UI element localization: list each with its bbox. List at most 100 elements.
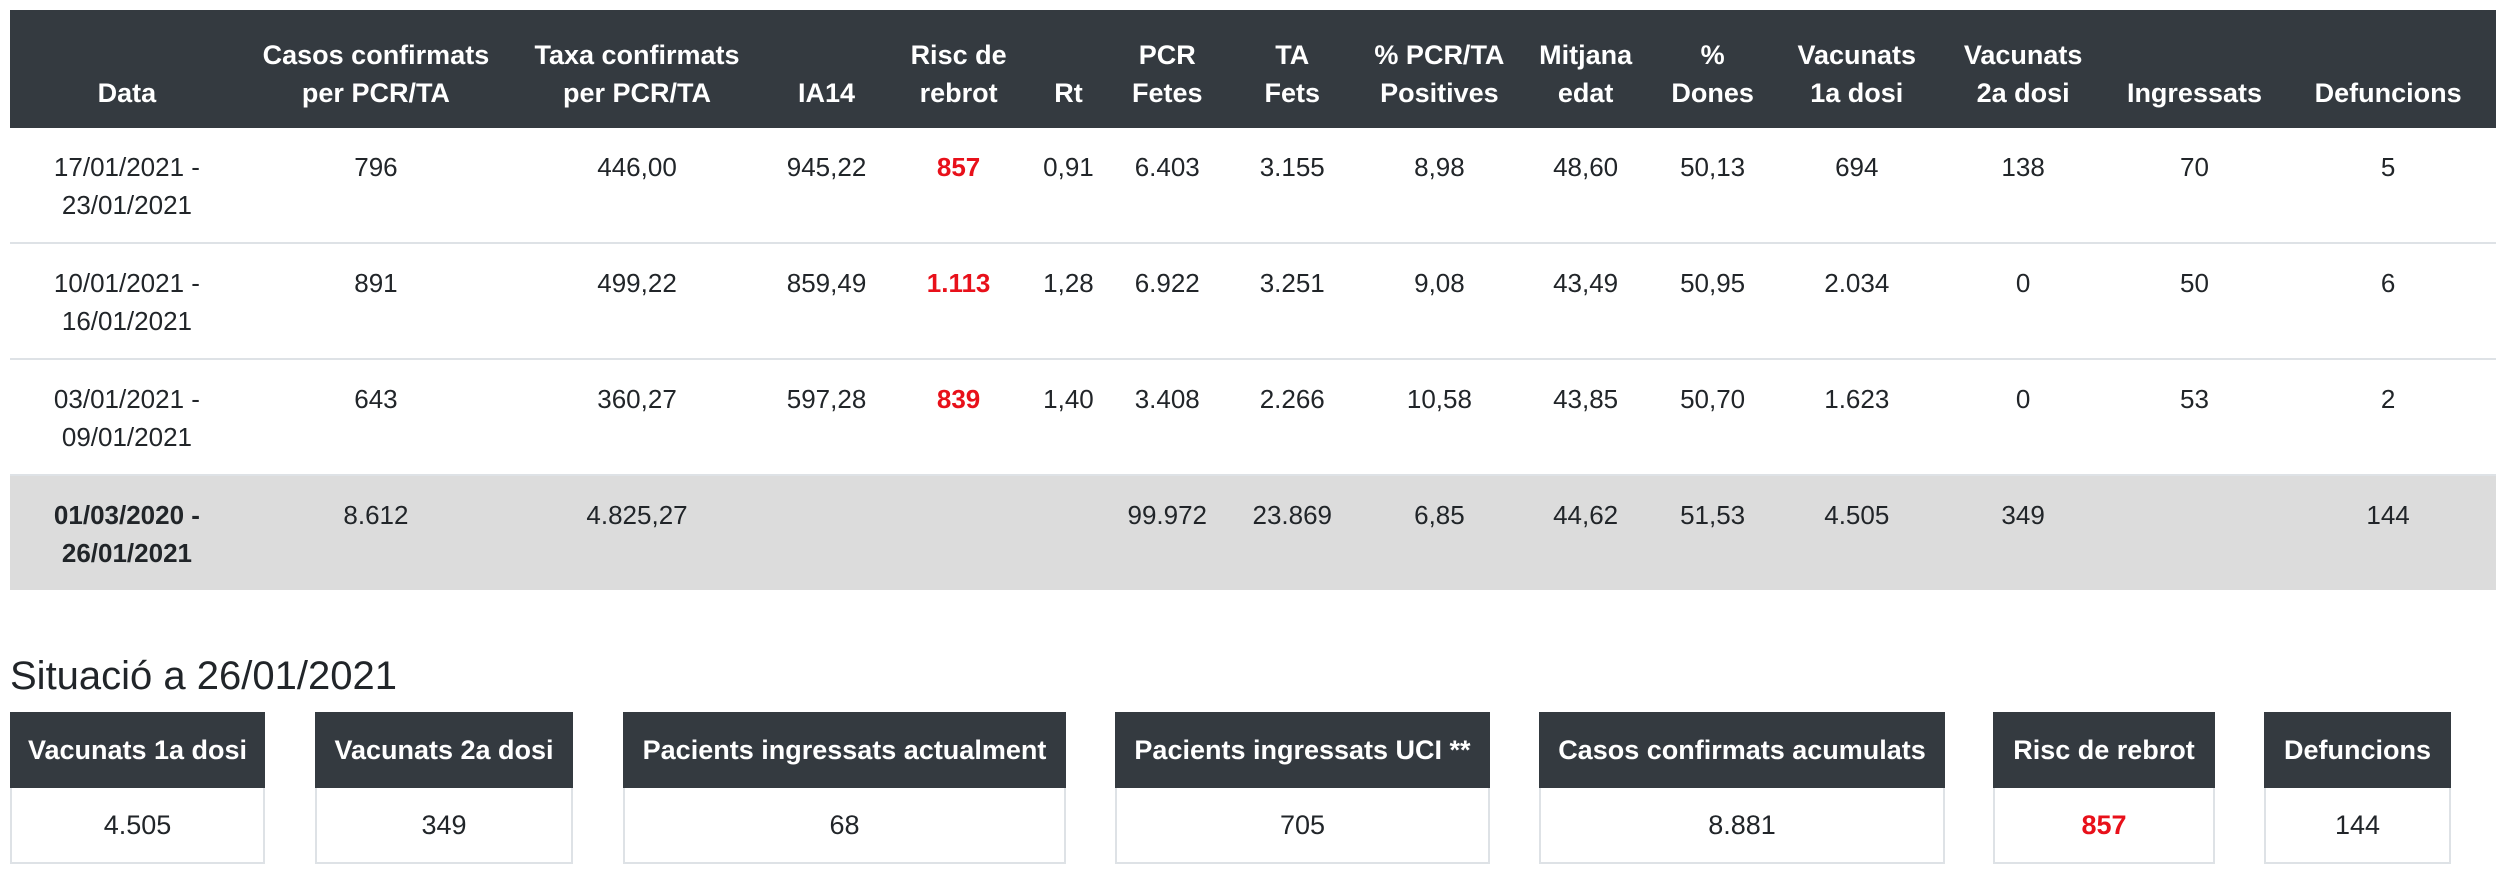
cell-rt: 0,91 — [1030, 128, 1107, 244]
cell-ingressats: 50 — [2108, 243, 2281, 360]
cell-total-defuncions: 144 — [2280, 475, 2496, 590]
cell-mitjana-edat: 43,49 — [1522, 243, 1650, 360]
cell-total-pct-dones: 51,53 — [1649, 475, 1777, 590]
cell-total-rt — [1030, 475, 1107, 590]
cell-defuncions: 5 — [2280, 128, 2496, 244]
col-header-data[interactable]: Data — [10, 10, 244, 128]
col-header-casos-confirmats[interactable]: Casos confirmats per PCR/TA — [243, 10, 508, 128]
card-value: 4.505 — [10, 788, 265, 864]
cell-vacunats-2a: 138 — [1937, 128, 2109, 244]
cell-vacunats-1a: 2.034 — [1776, 243, 1938, 360]
cell-pct-dones: 50,13 — [1649, 128, 1777, 244]
col-header-ta-fets[interactable]: TA Fets — [1227, 10, 1357, 128]
cell-total-vacunats-2a: 349 — [1937, 475, 2109, 590]
col-header-pct-dones[interactable]: % Dones — [1649, 10, 1777, 128]
col-header-vacunats-1a[interactable]: Vacunats 1a dosi — [1776, 10, 1938, 128]
cell-total-ta-fets: 23.869 — [1227, 475, 1357, 590]
card-header: Pacients ingressats UCI ** — [1115, 712, 1490, 788]
cell-ingressats: 53 — [2108, 359, 2281, 476]
cell-pcr-fetes: 3.408 — [1106, 359, 1228, 476]
cell-ta-fets: 2.266 — [1227, 359, 1357, 476]
card-header: Defuncions — [2264, 712, 2451, 788]
col-header-label: Defuncions — [2314, 78, 2462, 108]
cell-total-ia14 — [766, 475, 888, 590]
cell-ia14: 859,49 — [766, 243, 888, 360]
cell-ia14: 945,22 — [766, 128, 888, 244]
cell-pcr-fetes: 6.403 — [1106, 128, 1228, 244]
col-header-label: Vacunats 2a dosi — [1963, 40, 2083, 108]
cell-casos-confirmats: 891 — [243, 243, 508, 360]
cell-ta-fets: 3.155 — [1227, 128, 1357, 244]
cell-mitjana-edat: 43,85 — [1522, 359, 1650, 476]
card-value: 857 — [1993, 788, 2215, 864]
col-header-risc-rebrot[interactable]: Risc de rebrot — [887, 10, 1031, 128]
card-value: 8.881 — [1539, 788, 1945, 864]
cell-risc-rebrot: 839 — [887, 359, 1031, 476]
cell-date-range: 03/01/2021 - 09/01/2021 — [10, 359, 244, 476]
card-header: Casos confirmats acumulats — [1539, 712, 1945, 788]
cell-vacunats-2a: 0 — [1937, 359, 2109, 476]
table-row: 17/01/2021 - 23/01/2021 796 446,00 945,2… — [10, 128, 2496, 244]
cell-total-mitjana-edat: 44,62 — [1522, 475, 1650, 590]
header-row: Data Casos confirmats per PCR/TA Taxa co… — [10, 10, 2496, 128]
cell-vacunats-1a: 694 — [1776, 128, 1938, 244]
cell-total-casos-confirmats: 8.612 — [243, 475, 508, 590]
cell-total-vacunats-1a: 4.505 — [1776, 475, 1938, 590]
cell-rt: 1,40 — [1030, 359, 1107, 476]
cell-defuncions: 6 — [2280, 243, 2496, 360]
cell-date-range: 10/01/2021 - 16/01/2021 — [10, 243, 244, 360]
card-pacients-ingressats: Pacients ingressats actualment 68 — [623, 712, 1066, 866]
col-header-ingressats[interactable]: Ingressats — [2108, 10, 2281, 128]
cell-defuncions: 2 — [2280, 359, 2496, 476]
col-header-rt[interactable]: Rt — [1030, 10, 1107, 128]
col-header-label: Ingressats — [2126, 78, 2263, 108]
cell-total-pct-positives: 6,85 — [1356, 475, 1523, 590]
col-header-vacunats-2a[interactable]: Vacunats 2a dosi — [1937, 10, 2109, 128]
card-pacients-uci: Pacients ingressats UCI ** 705 — [1115, 712, 1490, 866]
card-value: 144 — [2264, 788, 2451, 864]
cell-ingressats: 70 — [2108, 128, 2281, 244]
col-header-taxa-confirmats[interactable]: Taxa confirmats per PCR/TA — [507, 10, 767, 128]
card-casos-acumulats: Casos confirmats acumulats 8.881 — [1539, 712, 1945, 866]
col-header-label: Taxa confirmats per PCR/TA — [534, 40, 740, 108]
col-header-defuncions[interactable]: Defuncions — [2280, 10, 2496, 128]
cell-pct-dones: 50,70 — [1649, 359, 1777, 476]
col-header-label: Mitjana edat — [1539, 40, 1633, 108]
cell-vacunats-2a: 0 — [1937, 243, 2109, 360]
col-header-ia14[interactable]: IA14 — [766, 10, 888, 128]
card-defuncions: Defuncions 144 — [2264, 712, 2451, 866]
cell-total-taxa-confirmats: 4.825,27 — [507, 475, 767, 590]
card-header: Pacients ingressats actualment — [623, 712, 1066, 788]
cell-rt: 1,28 — [1030, 243, 1107, 360]
col-header-pcr-fetes[interactable]: PCR Fetes — [1106, 10, 1228, 128]
card-header: Risc de rebrot — [1993, 712, 2215, 788]
col-header-label: % Dones — [1671, 40, 1754, 108]
cell-taxa-confirmats: 360,27 — [507, 359, 767, 476]
card-value: 705 — [1115, 788, 1490, 864]
cell-total-ingressats — [2108, 475, 2281, 590]
cell-risc-rebrot: 1.113 — [887, 243, 1031, 360]
cell-date-range: 17/01/2021 - 23/01/2021 — [10, 128, 244, 244]
cell-pct-positives: 10,58 — [1356, 359, 1523, 476]
col-header-label: % PCR/TA Positives — [1374, 40, 1505, 108]
cell-pcr-fetes: 6.922 — [1106, 243, 1228, 360]
cell-ta-fets: 3.251 — [1227, 243, 1357, 360]
cell-total-risc-rebrot — [887, 475, 1031, 590]
situacio-title: Situació a 26/01/2021 — [10, 654, 397, 698]
col-header-label: Rt — [1054, 78, 1083, 108]
col-header-mitjana-edat[interactable]: Mitjana edat — [1522, 10, 1650, 128]
table-body: 17/01/2021 - 23/01/2021 796 446,00 945,2… — [10, 128, 2496, 590]
cell-vacunats-1a: 1.623 — [1776, 359, 1938, 476]
col-header-pct-positives[interactable]: % PCR/TA Positives — [1356, 10, 1523, 128]
card-header: Vacunats 1a dosi — [10, 712, 265, 788]
cell-mitjana-edat: 48,60 — [1522, 128, 1650, 244]
cell-taxa-confirmats: 499,22 — [507, 243, 767, 360]
col-header-label: Vacunats 1a dosi — [1797, 40, 1917, 108]
col-header-label: TA Fets — [1264, 40, 1321, 108]
col-header-label: PCR Fetes — [1131, 40, 1203, 108]
card-vacunats-2a: Vacunats 2a dosi 349 — [315, 712, 573, 866]
card-header: Vacunats 2a dosi — [315, 712, 573, 788]
col-header-label: Casos confirmats per PCR/TA — [262, 40, 490, 108]
card-value: 349 — [315, 788, 573, 864]
card-value: 68 — [623, 788, 1066, 864]
